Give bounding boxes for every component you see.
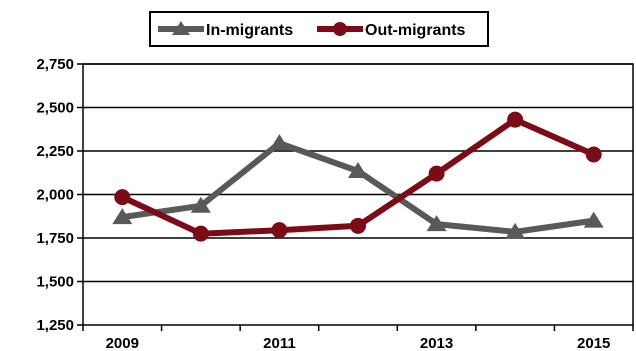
legend-label-in-migrants: In-migrants xyxy=(206,22,293,39)
data-point-out-migrants xyxy=(350,217,366,234)
legend-entry-in-migrants: In-migrants xyxy=(158,21,293,39)
legend-label-out-migrants: Out-migrants xyxy=(365,22,466,39)
data-point-out-migrants xyxy=(271,222,288,239)
y-tick-label: 2,500 xyxy=(36,100,74,117)
data-point-out-migrants xyxy=(114,189,131,206)
legend-marker-in-migrants xyxy=(172,21,190,35)
data-point-out-migrants xyxy=(507,111,524,128)
x-tick-label: 2015 xyxy=(577,335,610,351)
x-tick-label: 2013 xyxy=(420,335,453,351)
x-tick-label: 2009 xyxy=(106,335,139,351)
x-tick-label: 2011 xyxy=(263,335,296,351)
plot-frame xyxy=(82,63,634,326)
data-point-out-migrants xyxy=(428,165,445,182)
legend-marker-out-migrants xyxy=(333,22,347,36)
data-point-out-migrants xyxy=(585,146,602,163)
legend: In-migrants Out-migrants xyxy=(149,11,489,47)
data-point-in-migrants xyxy=(112,208,133,225)
data-point-in-migrants xyxy=(426,215,447,232)
y-tick-label: 1,500 xyxy=(36,274,74,291)
y-tick-label: 2,750 xyxy=(36,56,74,73)
data-point-in-migrants xyxy=(190,196,211,213)
plot-area: 1,250 1,500 1,750 2,000 2,250 2,500 2,750 2009 2… xyxy=(36,56,634,351)
data-point-in-migrants xyxy=(583,211,604,228)
y-tick-label: 2,000 xyxy=(36,187,74,204)
y-tick-label: 1,250 xyxy=(36,317,74,334)
data-point-out-migrants xyxy=(192,225,209,242)
y-tick-label: 2,250 xyxy=(36,143,74,160)
y-tick-label: 1,750 xyxy=(36,230,74,247)
data-point-in-migrants xyxy=(348,162,368,179)
data-point-in-migrants xyxy=(269,134,290,151)
data-point-in-migrants xyxy=(505,222,526,239)
legend-entry-out-migrants: Out-migrants xyxy=(317,22,466,39)
